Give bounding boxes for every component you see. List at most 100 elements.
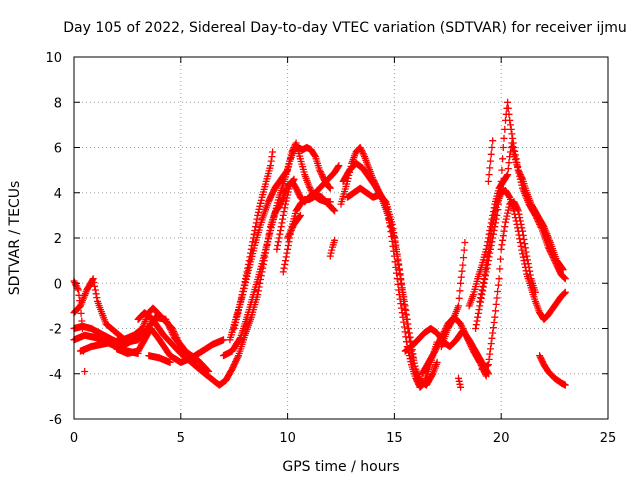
data-point — [253, 215, 261, 223]
data-point — [487, 234, 494, 242]
data-point — [485, 355, 493, 363]
data-point — [500, 227, 508, 235]
data-point — [505, 110, 513, 118]
data-point — [485, 171, 493, 179]
data-point — [287, 151, 295, 159]
data-point — [462, 332, 470, 340]
data-point — [286, 154, 294, 162]
x-tick-label: 15 — [386, 431, 403, 446]
data-point — [281, 204, 289, 212]
series-track-14 — [284, 211, 304, 242]
data-point — [536, 352, 544, 360]
data-point — [283, 249, 291, 257]
data-point — [538, 356, 546, 364]
x-tick-label: 25 — [600, 431, 617, 446]
data-point — [464, 337, 472, 345]
data-point — [305, 182, 313, 190]
data-point — [546, 246, 554, 254]
data-point — [487, 230, 495, 237]
data-point — [76, 302, 84, 310]
data-point — [461, 329, 469, 337]
series-track-15 — [326, 236, 339, 260]
data-point — [319, 172, 326, 180]
data-point — [284, 163, 292, 171]
data-point — [460, 326, 467, 334]
data-point — [503, 172, 511, 180]
data-point — [509, 139, 517, 147]
data-point — [397, 300, 405, 308]
series-track-18 — [343, 184, 418, 362]
data-point — [284, 245, 292, 253]
data-point — [325, 183, 333, 191]
data-point — [472, 321, 480, 329]
data-point — [531, 211, 539, 219]
data-point — [399, 288, 407, 296]
data-point — [494, 288, 502, 295]
data-point — [487, 150, 495, 158]
data-point — [411, 362, 419, 370]
data-point — [282, 257, 289, 265]
data-point — [228, 365, 236, 373]
data-point — [555, 266, 563, 274]
data-point — [409, 350, 417, 358]
data-point — [455, 302, 462, 310]
data-point — [257, 196, 265, 204]
y-tick-label: 6 — [54, 142, 62, 157]
data-point — [326, 252, 334, 260]
data-point — [517, 178, 525, 186]
data-point — [280, 208, 288, 216]
data-point — [358, 147, 366, 154]
data-point — [477, 360, 485, 368]
data-point — [512, 155, 520, 163]
data-point — [381, 197, 389, 205]
data-point — [234, 353, 242, 361]
data-point — [496, 265, 504, 273]
data-point — [498, 241, 506, 249]
data-point — [279, 268, 287, 276]
chart-title: Day 105 of 2022, Sidereal Day-to-day VTE… — [63, 20, 627, 36]
data-point — [171, 331, 179, 338]
data-point — [390, 229, 398, 237]
data-point — [519, 253, 527, 261]
data-point — [489, 137, 497, 145]
data-point — [71, 280, 79, 288]
data-point — [488, 144, 496, 151]
data-point — [220, 336, 227, 344]
data-point — [532, 213, 540, 221]
data-point — [484, 260, 492, 268]
data-point — [504, 209, 512, 217]
data-point — [561, 274, 569, 282]
data-point — [75, 291, 83, 299]
data-point — [306, 185, 314, 193]
data-point — [393, 250, 401, 258]
data-point — [172, 332, 180, 340]
data-point — [236, 335, 244, 343]
data-point — [281, 260, 289, 268]
data-marks — [70, 98, 569, 391]
y-tick-label: 0 — [54, 277, 62, 292]
data-point — [499, 236, 507, 244]
data-point — [81, 368, 89, 375]
data-point — [356, 144, 364, 151]
data-point — [267, 157, 275, 165]
data-point — [533, 214, 541, 222]
data-point — [518, 181, 526, 189]
data-point — [268, 153, 276, 161]
data-point — [480, 275, 488, 283]
data-point — [402, 306, 410, 314]
series-track-20 — [418, 313, 490, 380]
data-point — [286, 230, 294, 237]
data-point — [539, 358, 546, 366]
data-point — [502, 215, 510, 223]
data-point — [282, 197, 290, 205]
data-point — [551, 257, 559, 265]
series-track-21 — [437, 239, 469, 351]
data-point — [284, 242, 292, 249]
data-point — [392, 241, 400, 249]
data-point — [292, 184, 300, 192]
data-point — [511, 201, 519, 209]
data-point — [401, 302, 409, 310]
data-point — [455, 374, 462, 382]
data-point — [380, 196, 388, 204]
data-point — [516, 217, 524, 225]
